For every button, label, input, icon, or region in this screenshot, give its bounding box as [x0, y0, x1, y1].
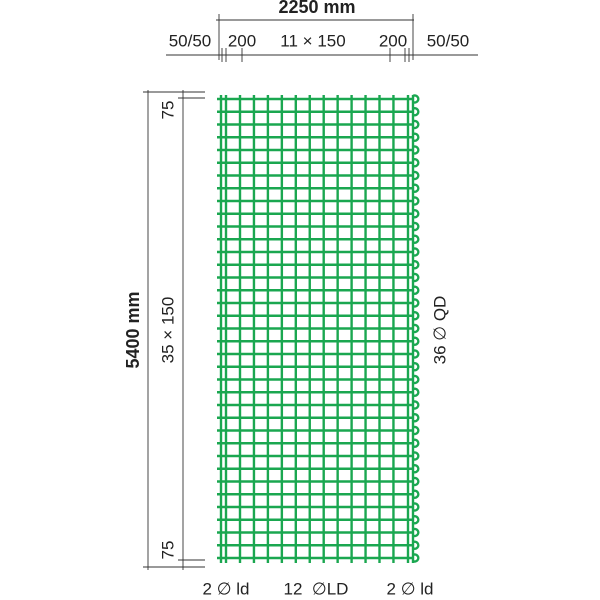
bar-hook — [412, 553, 420, 563]
bar-hook — [412, 323, 420, 334]
cross-bar-label: 36 ∅ QD — [430, 296, 449, 365]
width-segment: 50/50 — [169, 31, 212, 50]
bar-hook — [412, 336, 420, 346]
height-segment: 75 — [158, 541, 177, 560]
bar-hook — [412, 311, 420, 321]
bar-hook — [412, 234, 420, 244]
bar-label: 12 ∅LD — [284, 579, 349, 598]
bar-hook — [412, 451, 420, 461]
bar-hook — [412, 260, 420, 270]
width-segment: 11 × 150 — [280, 31, 345, 50]
total-width: 2250 mm — [278, 0, 355, 17]
bar-hook — [412, 196, 420, 206]
bar-hook — [412, 272, 420, 283]
bar-hook — [412, 145, 420, 155]
width-segment: 200 — [228, 31, 256, 50]
bar-hook — [412, 464, 420, 474]
bar-hook — [412, 94, 420, 104]
bar-hook — [412, 476, 420, 487]
bar-label: 2 ∅ ld — [387, 579, 434, 598]
height-segment: 75 — [158, 101, 177, 120]
bar-hook — [412, 209, 420, 219]
bar-hook — [412, 298, 420, 308]
mesh — [217, 94, 420, 563]
dimension-lines — [143, 14, 478, 570]
bar-hook — [412, 502, 420, 512]
bar-hook — [412, 387, 420, 397]
bar-hook — [412, 515, 420, 525]
bar-hook — [412, 413, 420, 423]
bar-hook — [412, 247, 420, 257]
bar-hook — [412, 349, 420, 359]
bar-hook — [412, 132, 420, 142]
bar-hook — [412, 527, 420, 538]
bar-label: 2 ∅ ld — [203, 579, 250, 598]
total-height: 5400 mm — [123, 291, 143, 368]
width-segment: 200 — [379, 31, 407, 50]
bar-hook — [412, 425, 420, 436]
bar-hook — [412, 158, 420, 168]
bar-hook — [412, 540, 420, 550]
bar-hook — [412, 170, 420, 181]
bar-hook — [412, 489, 420, 499]
bar-hook — [412, 374, 420, 385]
bar-hook — [412, 438, 420, 448]
bar-hook — [412, 400, 420, 410]
bar-hook — [412, 221, 420, 232]
bar-hook — [412, 107, 420, 117]
width-segment: 50/50 — [427, 31, 470, 50]
bar-hook — [412, 183, 420, 193]
bar-hook — [412, 362, 420, 372]
bar-hook — [412, 285, 420, 295]
height-segment: 35 × 150 — [158, 297, 177, 364]
bar-hook — [412, 119, 420, 130]
